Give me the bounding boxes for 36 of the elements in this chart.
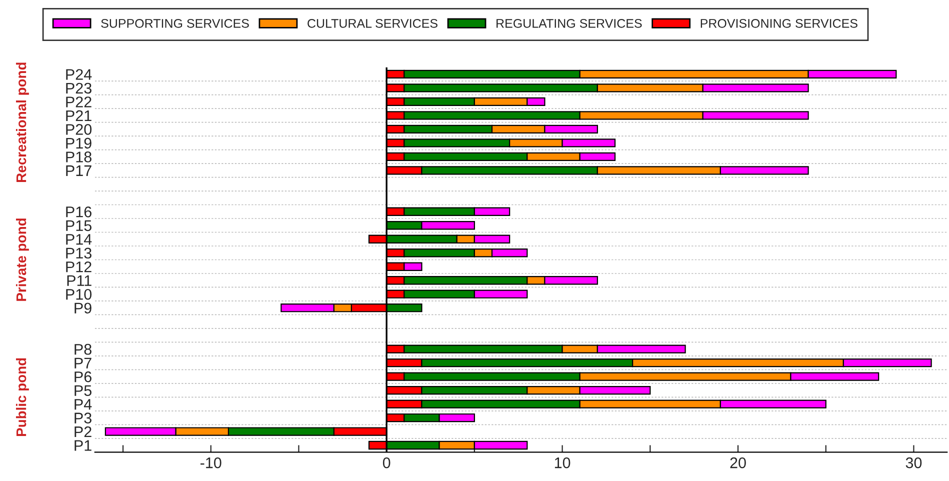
y-tick-label: P17 — [66, 165, 92, 176]
y-tick-label: P8 — [74, 344, 92, 355]
y-tick-label: P2 — [74, 426, 92, 438]
y-tick-label: P3 — [74, 412, 92, 424]
text: Public pond — [16, 358, 29, 436]
y-tick-label: P5 — [74, 385, 92, 396]
y-tick-label: P11 — [67, 275, 92, 286]
x-tick-label: 20 — [730, 457, 746, 468]
x-tick-label: 0 — [382, 457, 390, 468]
x-tick-label: 30 — [906, 457, 922, 468]
y-tick-label: P21 — [66, 110, 92, 121]
legend-label: CULTURAL SERVICES — [308, 18, 438, 28]
x-tick-label: -10 — [200, 457, 222, 468]
y-tick-label: P20 — [66, 124, 92, 135]
y-tick-label: P22 — [66, 96, 92, 108]
legend-label: PROVISIONING SERVICES — [700, 18, 858, 28]
y-tick-label: P12 — [66, 261, 92, 272]
y-tick-label: P24 — [66, 69, 92, 80]
y-tick-label: P6 — [74, 371, 92, 382]
y-tick-label: P19 — [66, 138, 92, 149]
y-tick-label: P23 — [66, 82, 92, 94]
y-tick-label: P16 — [66, 206, 92, 218]
y-tick-label: P15 — [66, 220, 92, 232]
y-tick-label: P7 — [74, 358, 92, 368]
y-tick-label: P14 — [66, 234, 92, 245]
y-tick-label: P18 — [66, 152, 92, 162]
y-tick-label: P9 — [74, 302, 92, 314]
y-tick-label: P4 — [74, 399, 92, 410]
text: Recreational pond — [16, 62, 29, 182]
legend-label: SUPPORTING SERVICES — [101, 18, 249, 28]
y-tick-label: P10 — [66, 288, 92, 300]
text: Private pond — [16, 218, 29, 301]
x-tick-label: 10 — [554, 457, 570, 468]
legend-label: REGULATING SERVICES — [496, 18, 642, 28]
y-tick-label: P1 — [74, 440, 92, 451]
y-tick-label: P13 — [66, 248, 92, 259]
